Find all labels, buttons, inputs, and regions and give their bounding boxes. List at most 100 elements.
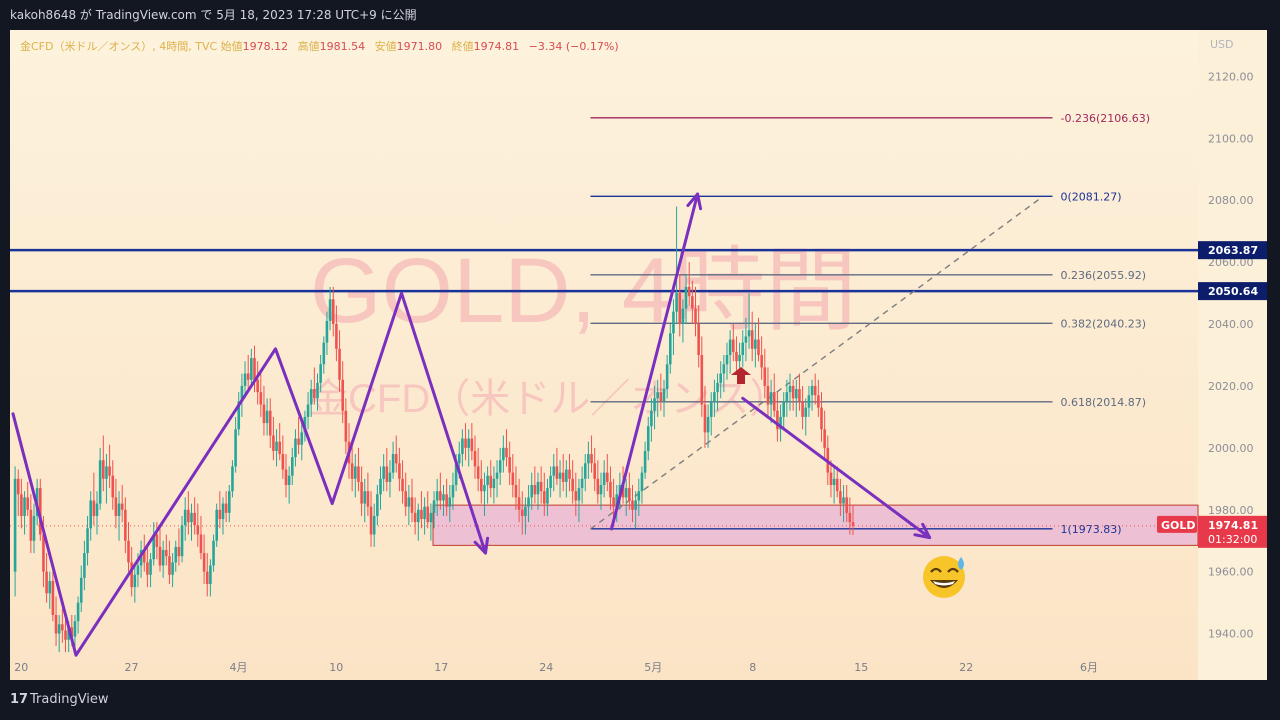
level-price-badge[interactable]	[1198, 282, 1267, 301]
tradingview-brand: TradingView	[30, 692, 109, 707]
candle-body	[51, 580, 55, 615]
support-zone[interactable]	[432, 504, 1199, 546]
candle-body	[98, 460, 102, 504]
fall-arrowhead	[913, 522, 932, 540]
candle-body	[42, 534, 45, 572]
candle-body	[20, 494, 23, 516]
candle-body	[193, 512, 196, 526]
candle-body	[795, 389, 798, 399]
candle-body	[335, 324, 338, 349]
sweat-smile-emoji	[923, 556, 965, 598]
candle-body	[725, 355, 729, 365]
candle-body	[316, 382, 319, 399]
legend-high: 1981.54	[319, 40, 366, 53]
level-price-badge[interactable]	[1198, 241, 1267, 260]
candle-body	[549, 475, 552, 489]
candle-body	[669, 333, 672, 365]
candle-body	[750, 330, 754, 349]
candle-body	[67, 627, 70, 640]
candle-body	[246, 373, 250, 380]
price-chart[interactable]: GOLD, 4時間 金CFD（米ドル／オンス） -0.236(2106.63)0…	[10, 30, 1267, 680]
candle-body	[470, 438, 474, 451]
candle-body	[388, 472, 392, 482]
candle-body	[199, 534, 203, 554]
candle-body	[256, 379, 259, 393]
candle-body	[146, 562, 149, 575]
candle-body	[174, 546, 178, 563]
publish-info: kakoh8648 が TradingView.com で 5月 18, 202…	[10, 8, 417, 22]
current-price-badge[interactable]	[1198, 515, 1267, 548]
candle-body	[785, 392, 789, 402]
candle-body	[234, 429, 237, 467]
price-axis-tick: 2100.00	[1208, 132, 1254, 145]
candle-body	[517, 497, 521, 510]
candle-body	[552, 466, 556, 476]
candle-body	[149, 559, 152, 575]
candle-body	[413, 512, 417, 523]
candle-body	[108, 466, 111, 476]
candle-body	[240, 385, 244, 402]
fall-arrow-line[interactable]	[741, 396, 932, 540]
candle-body	[697, 324, 700, 355]
candle-body	[404, 491, 407, 507]
candle-body	[357, 466, 360, 482]
candle-body	[64, 630, 67, 640]
candle-body	[763, 367, 767, 386]
candle-body	[489, 475, 493, 489]
candle-body	[152, 534, 155, 560]
candle-body	[615, 494, 619, 507]
candle-body	[168, 556, 171, 575]
candle-body	[738, 355, 741, 362]
price-axis-unit: USD	[1210, 38, 1234, 51]
price-axis-tick: 2060.00	[1208, 256, 1254, 269]
candle-body	[779, 416, 782, 430]
candle-body	[643, 450, 647, 473]
tradingview-logo[interactable]: 17 TradingView	[10, 692, 109, 707]
legend-symbol[interactable]: 金CFD（米ドル／オンス）, 4時間, TVC	[20, 40, 218, 53]
price-axis-panel[interactable]	[1198, 30, 1267, 680]
rise-arrow-line[interactable]	[610, 192, 700, 531]
candle-body	[136, 565, 140, 575]
candle-body	[593, 463, 596, 479]
candle-body	[461, 438, 464, 455]
candle-body	[675, 293, 678, 312]
candle-body	[429, 512, 433, 523]
candle-body	[546, 488, 549, 504]
candle-body	[502, 447, 505, 461]
candle-body	[338, 348, 341, 380]
candle-body	[558, 472, 562, 479]
symbol-badge[interactable]	[1157, 515, 1197, 533]
candle-body	[820, 407, 823, 430]
candle-body	[650, 410, 653, 427]
level-price-badge-text: 2063.87	[1208, 244, 1258, 257]
zigzag-pattern[interactable]	[11, 291, 487, 657]
candle-body	[483, 485, 486, 492]
price-axis-tick: 1960.00	[1208, 566, 1254, 579]
time-axis-tick: 22	[959, 661, 973, 674]
candle-body	[706, 416, 710, 433]
candle-body	[231, 466, 234, 492]
candle-body	[646, 426, 650, 451]
candle-body	[835, 478, 839, 492]
time-axis-tick: 20	[14, 661, 28, 674]
candle-body	[79, 577, 83, 603]
price-axis-tick: 2040.00	[1208, 318, 1254, 331]
candle-body	[498, 460, 502, 473]
candle-body	[599, 485, 603, 495]
candle-body	[363, 491, 367, 504]
candle-body	[511, 472, 515, 485]
candle-body	[385, 466, 389, 482]
candle-body	[476, 466, 480, 479]
candle-body	[719, 373, 722, 383]
candle-body	[26, 497, 29, 510]
symbol-legend: 金CFD（米ドル／オンス）, 4時間, TVC 始値1978.12 高値1981…	[20, 38, 625, 54]
candle-body	[322, 342, 326, 365]
candle-body	[92, 500, 96, 516]
trend-line-dashed[interactable]	[590, 196, 1043, 530]
candle-body	[637, 491, 641, 501]
price-axis-tick: 1940.00	[1208, 628, 1254, 641]
candle-body	[709, 401, 713, 417]
candle-body	[426, 506, 430, 523]
footer-bar: 17 TradingView	[0, 682, 1280, 720]
time-axis-tick: 6月	[1080, 661, 1098, 674]
